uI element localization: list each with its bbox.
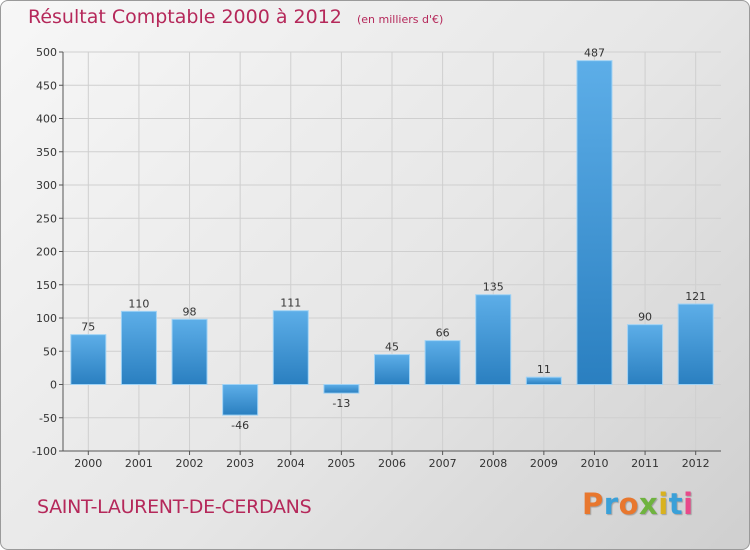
commune-name: SAINT-LAURENT-DE-CERDANS bbox=[37, 496, 312, 518]
y-tick-label: 0 bbox=[50, 379, 57, 392]
y-tick-label: 200 bbox=[36, 246, 57, 259]
x-tick-label-2004: 2004 bbox=[277, 457, 305, 470]
bar-2003 bbox=[222, 384, 259, 416]
y-tick-label: 250 bbox=[36, 212, 57, 225]
proxiti-logo: Proxiti bbox=[582, 487, 694, 521]
value-label-2009: 11 bbox=[537, 363, 551, 376]
y-tick-label: 100 bbox=[36, 312, 57, 325]
bar-2007 bbox=[424, 340, 461, 385]
y-tick-label: 400 bbox=[36, 113, 57, 126]
x-tick-label-2003: 2003 bbox=[226, 457, 254, 470]
x-tick-label-2009: 2009 bbox=[530, 457, 558, 470]
x-tick-label-2006: 2006 bbox=[378, 457, 406, 470]
x-tick-label-2000: 2000 bbox=[74, 457, 102, 470]
bar-2010 bbox=[576, 60, 613, 386]
title-row: Résultat Comptable 2000 à 2012 (en milli… bbox=[28, 6, 443, 28]
bars bbox=[70, 60, 714, 416]
value-label-2003: -46 bbox=[231, 419, 249, 432]
value-label-2002: 98 bbox=[183, 305, 197, 318]
value-label-2010: 487 bbox=[584, 47, 605, 60]
y-tick-label: 50 bbox=[43, 345, 57, 358]
x-tick-label-2005: 2005 bbox=[327, 457, 355, 470]
bar-2004 bbox=[272, 310, 309, 385]
x-tick-label-2011: 2011 bbox=[631, 457, 659, 470]
value-label-2011: 90 bbox=[638, 311, 652, 324]
chart-title: Résultat Comptable 2000 à 2012 bbox=[28, 6, 342, 28]
x-tick-label-2008: 2008 bbox=[479, 457, 507, 470]
bar-2006 bbox=[374, 354, 410, 386]
value-label-2001: 110 bbox=[128, 297, 149, 310]
y-tick-label: -50 bbox=[39, 412, 57, 425]
bar-2012 bbox=[677, 303, 714, 385]
value-label-2005: -13 bbox=[332, 397, 350, 410]
bar-2000 bbox=[70, 334, 107, 385]
y-tick-label: 350 bbox=[36, 146, 57, 159]
value-label-2000: 75 bbox=[81, 321, 95, 334]
bar-2005 bbox=[323, 384, 360, 394]
y-tick-label: 150 bbox=[36, 279, 57, 292]
chart-subtitle: (en milliers d'€) bbox=[356, 13, 444, 26]
y-tick-label: 450 bbox=[36, 79, 57, 92]
bar-2002 bbox=[171, 318, 208, 385]
x-tick-label-2012: 2012 bbox=[682, 457, 710, 470]
y-tick-label: 500 bbox=[36, 46, 57, 59]
x-tick-label-2001: 2001 bbox=[125, 457, 153, 470]
x-tick-label-2007: 2007 bbox=[429, 457, 457, 470]
labels: 75 2000 110 2001 98 2002 -46 2003 111 2004 -13 2005… bbox=[74, 47, 709, 470]
grid-lines bbox=[63, 51, 721, 452]
axes: -100 -50 0 50 100 150 200 250 300 350 400 450 500 bbox=[32, 46, 721, 458]
value-label-2007: 66 bbox=[436, 327, 450, 340]
y-tick-label: 300 bbox=[36, 179, 57, 192]
value-label-2004: 111 bbox=[280, 297, 301, 310]
x-tick-label-2002: 2002 bbox=[176, 457, 204, 470]
value-label-2008: 135 bbox=[483, 281, 504, 294]
y-tick-label: -100 bbox=[32, 445, 57, 458]
bar-2008 bbox=[475, 294, 512, 386]
value-label-2006: 45 bbox=[385, 341, 399, 354]
bar-2011 bbox=[627, 324, 664, 385]
bar-2001 bbox=[120, 310, 157, 386]
x-tick-label-2010: 2010 bbox=[580, 457, 608, 470]
value-label-2012: 121 bbox=[685, 290, 706, 303]
bar-2009 bbox=[525, 376, 562, 385]
